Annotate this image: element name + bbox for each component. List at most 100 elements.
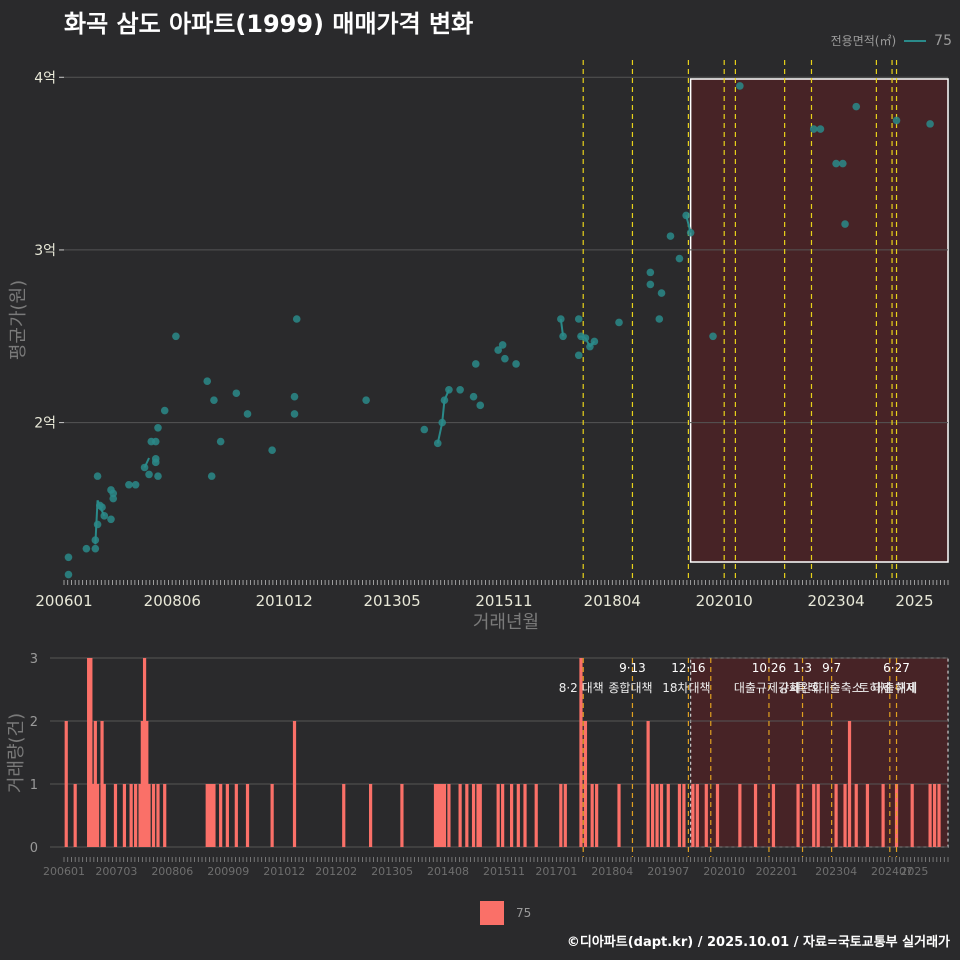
data-point bbox=[816, 125, 825, 133]
data-point bbox=[498, 341, 507, 349]
data-point bbox=[64, 570, 73, 579]
data-point bbox=[98, 503, 106, 512]
data-point bbox=[445, 385, 453, 394]
volume-bar bbox=[812, 784, 816, 847]
volume-bar bbox=[928, 784, 932, 847]
data-point bbox=[574, 351, 583, 360]
volume-bar bbox=[438, 784, 442, 847]
x-tick-label: 200601 bbox=[43, 865, 85, 878]
x-tick-label: 202407 bbox=[871, 865, 913, 878]
x-tick-label: 200806 bbox=[144, 592, 201, 610]
policy-date-label: 10·26 bbox=[752, 661, 786, 675]
volume-bar bbox=[122, 784, 127, 847]
x-tick-label: 202010 bbox=[703, 865, 745, 878]
data-point bbox=[841, 220, 849, 228]
volume-bar bbox=[834, 784, 838, 847]
legend-bottom-value: 75 bbox=[516, 906, 532, 920]
data-point bbox=[686, 228, 695, 237]
data-point bbox=[243, 410, 252, 418]
volume-bar bbox=[534, 784, 538, 847]
data-point bbox=[438, 418, 447, 427]
data-point bbox=[207, 472, 216, 480]
data-point bbox=[232, 389, 241, 398]
data-point bbox=[268, 446, 276, 455]
x-tick-label: 201804 bbox=[584, 592, 641, 610]
data-point bbox=[131, 480, 140, 489]
volume-bar bbox=[440, 784, 444, 847]
x-tick-label: 200703 bbox=[95, 865, 137, 878]
x-axis-label: 거래년월 bbox=[473, 612, 539, 633]
data-point bbox=[657, 289, 666, 297]
data-point bbox=[125, 480, 133, 489]
data-point bbox=[666, 232, 675, 240]
data-point bbox=[655, 315, 664, 323]
volume-bar bbox=[225, 784, 229, 847]
volume-bar bbox=[142, 658, 147, 847]
x-tick-label: 202304 bbox=[807, 592, 864, 610]
volume-bar bbox=[87, 658, 91, 847]
data-point bbox=[586, 342, 594, 351]
volume-bar bbox=[516, 784, 520, 847]
data-point bbox=[91, 544, 100, 553]
volume-bar bbox=[910, 784, 914, 847]
y-tick-label: 4억 bbox=[34, 70, 56, 86]
data-point bbox=[172, 332, 180, 341]
volume-bar bbox=[100, 721, 104, 847]
volume-bar bbox=[138, 784, 142, 847]
footer-credit: ©디아파트(dapt.kr) / 2025.10.01 / 자료=국토교통부 실… bbox=[566, 935, 950, 950]
policy-label: 종합대책 bbox=[608, 680, 652, 695]
data-point bbox=[852, 102, 861, 111]
volume-bar bbox=[881, 784, 885, 847]
volume-bar bbox=[682, 784, 686, 847]
data-point bbox=[926, 120, 934, 128]
volume-bar bbox=[796, 784, 800, 847]
x-tick-label: 201511 bbox=[483, 865, 525, 878]
data-point bbox=[646, 268, 655, 277]
data-point bbox=[646, 280, 655, 289]
volume-bar bbox=[847, 721, 852, 847]
volume-bar bbox=[478, 784, 482, 847]
x-tick-label: 201804 bbox=[591, 865, 633, 878]
data-point bbox=[160, 406, 169, 415]
x-tick-label: 201012 bbox=[263, 865, 305, 878]
volume-bar bbox=[650, 784, 655, 847]
x-tick-label: 200909 bbox=[207, 865, 249, 878]
data-point bbox=[892, 116, 901, 125]
data-point bbox=[471, 360, 480, 368]
x-tick-label: 201202 bbox=[315, 865, 357, 878]
policy-label: 특례대출축소 bbox=[797, 681, 863, 695]
y-tick-label: 3 bbox=[30, 652, 38, 667]
volume-bar bbox=[843, 784, 847, 847]
volume-bar bbox=[102, 784, 106, 847]
volume-bar bbox=[476, 784, 480, 847]
volume-bar bbox=[205, 784, 209, 847]
volume-bar bbox=[442, 784, 447, 847]
volume-bar bbox=[163, 784, 167, 847]
data-point bbox=[809, 125, 818, 133]
data-point bbox=[107, 515, 115, 524]
legend-bar-swatch bbox=[480, 901, 504, 925]
y-tick-label: 2억 bbox=[34, 416, 56, 432]
data-point bbox=[709, 332, 717, 341]
x-tick-label: 201305 bbox=[363, 592, 420, 610]
volume-chart: 0 1 2 3 8·2 대책 9·13 종합대책 12·16 18차대책 10·26 대출규제강화 1… bbox=[6, 652, 949, 878]
volume-bar bbox=[465, 784, 469, 847]
price-chart: 2억 3억 4억 200601 200806 201012 201305 201511 2018… bbox=[8, 60, 949, 633]
volume-bar bbox=[559, 784, 563, 847]
data-point bbox=[290, 410, 299, 418]
x-tick-label: 2025 bbox=[895, 592, 933, 610]
y-axis-label: 거래량(건) bbox=[6, 713, 27, 793]
data-point bbox=[151, 458, 160, 467]
data-point bbox=[82, 544, 91, 553]
data-point bbox=[362, 396, 370, 404]
x-tick-label: 201701 bbox=[535, 865, 577, 878]
x-tick-label: 202201 bbox=[756, 865, 798, 878]
volume-bar bbox=[509, 784, 514, 847]
volume-bar bbox=[471, 784, 476, 847]
volume-bar bbox=[447, 784, 451, 847]
data-point bbox=[93, 520, 102, 529]
volume-bar bbox=[579, 658, 583, 847]
data-point bbox=[581, 334, 590, 342]
data-point bbox=[832, 159, 840, 168]
policy-label: 18차대책 bbox=[662, 680, 710, 695]
